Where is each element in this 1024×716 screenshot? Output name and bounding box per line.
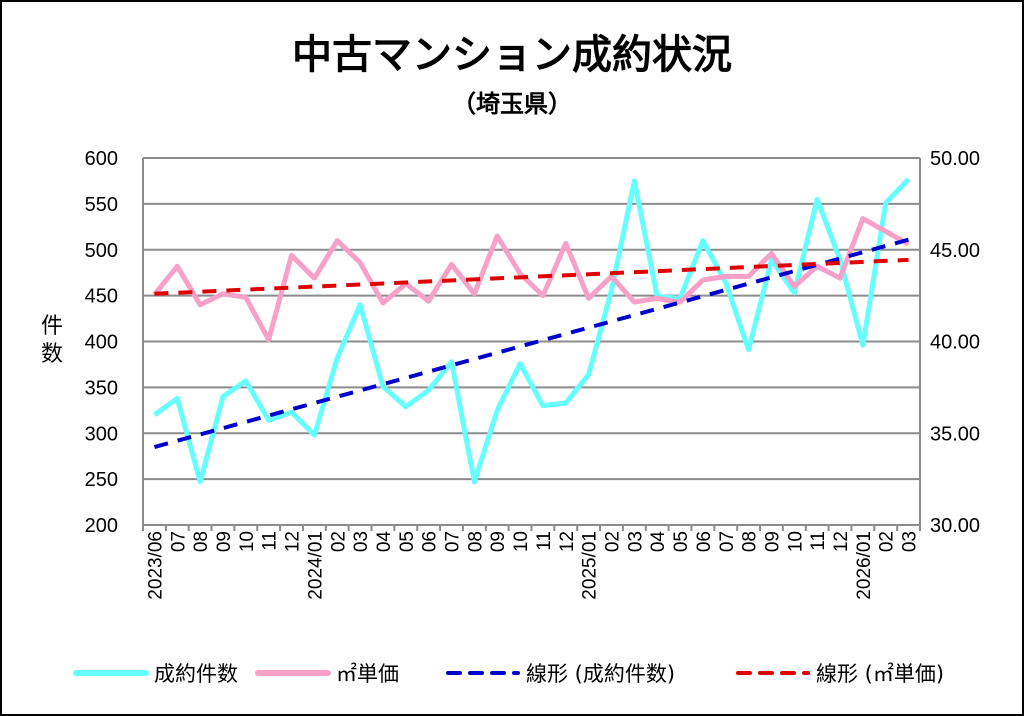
x-tick-label: 05 (397, 531, 418, 552)
x-tick-label: 07 (168, 531, 189, 552)
x-tick-label: 11 (260, 531, 281, 551)
y-tick-label: 500 (85, 240, 118, 262)
y2-tick-label: 45.00 (930, 240, 980, 262)
y-tick-label: 600 (85, 148, 118, 170)
x-tick-label: 03 (625, 531, 646, 552)
y-axis-label: 件 (41, 314, 63, 339)
chart-title: 中古マンション成約状況 (292, 32, 732, 78)
x-tick-label: 03 (900, 531, 921, 552)
x-tick-label: 04 (374, 531, 395, 553)
series-line-2 (153, 237, 910, 449)
x-tick-label: 05 (671, 531, 692, 552)
x-tick-label: 04 (648, 531, 669, 553)
legend-label: ㎡単価 (336, 662, 399, 686)
x-tick-label: 08 (465, 531, 486, 552)
x-tick-label: 2025/01 (580, 531, 601, 600)
y2-tick-label: 30.00 (930, 515, 980, 537)
series-line-1 (152, 216, 910, 343)
x-tick-label: 2024/01 (305, 531, 326, 600)
x-tick-label: 12 (283, 531, 304, 552)
x-tick-label: 02 (602, 531, 623, 552)
x-tick-label: 2026/01 (854, 531, 875, 600)
x-tick-label: 03 (351, 531, 372, 552)
y-tick-label: 400 (85, 332, 118, 354)
series-line-3 (154, 257, 909, 296)
legend-label: 線形 (成約件数) (526, 662, 675, 686)
x-tick-label: 06 (694, 531, 715, 552)
y-tick-label: 550 (85, 194, 118, 216)
y2-tick-label: 50.00 (930, 148, 980, 170)
y-tick-label: 300 (85, 423, 118, 445)
x-tick-label: 09 (214, 531, 235, 552)
y-axis-label: 数 (41, 342, 63, 367)
x-tick-label: 10 (785, 531, 806, 552)
x-tick-label: 02 (877, 531, 898, 552)
x-tick-label: 09 (762, 531, 783, 552)
x-tick-label: 10 (237, 531, 258, 552)
x-tick-label: 2023/06 (145, 531, 166, 600)
x-tick-label: 08 (740, 531, 761, 552)
chart-subtitle: （埼玉県） (452, 90, 572, 118)
x-tick-label: 12 (557, 531, 578, 552)
x-tick-label: 11 (534, 531, 555, 551)
y-tick-label: 450 (85, 286, 118, 308)
legend-label: 成約件数 (154, 662, 238, 686)
x-tick-label: 08 (191, 531, 212, 552)
y-tick-label: 350 (85, 377, 118, 399)
x-tick-label: 10 (511, 531, 532, 552)
x-tick-label: 11 (808, 531, 829, 551)
x-tick-label: 09 (488, 531, 509, 552)
series-line-0 (152, 177, 911, 485)
x-tick-label: 06 (420, 531, 441, 552)
y2-tick-label: 35.00 (930, 423, 980, 445)
x-tick-label: 02 (328, 531, 349, 552)
x-tick-label: 12 (831, 531, 852, 552)
x-tick-label: 07 (443, 531, 464, 552)
x-tick-label: 07 (717, 531, 738, 552)
y-tick-label: 250 (85, 469, 118, 491)
legend-label: 線形 (㎡単価) (816, 662, 944, 686)
y2-tick-label: 40.00 (930, 332, 980, 354)
y-tick-label: 200 (85, 515, 118, 537)
